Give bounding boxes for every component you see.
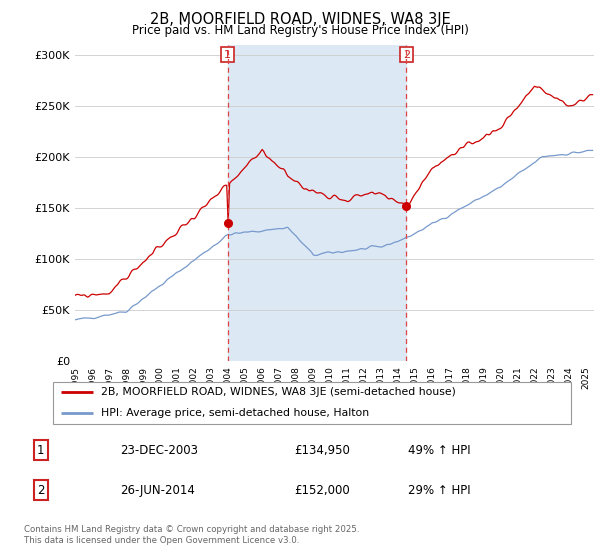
Text: 23-DEC-2003: 23-DEC-2003	[120, 444, 198, 457]
Text: 29% ↑ HPI: 29% ↑ HPI	[407, 484, 470, 497]
Text: 26-JUN-2014: 26-JUN-2014	[120, 484, 195, 497]
Text: 2: 2	[37, 484, 44, 497]
Text: 1: 1	[224, 49, 231, 59]
Text: 1: 1	[37, 444, 44, 457]
Text: £152,000: £152,000	[295, 484, 350, 497]
Text: 2: 2	[403, 49, 410, 59]
Text: 49% ↑ HPI: 49% ↑ HPI	[407, 444, 470, 457]
Text: Contains HM Land Registry data © Crown copyright and database right 2025.
This d: Contains HM Land Registry data © Crown c…	[24, 525, 359, 545]
Text: 2B, MOORFIELD ROAD, WIDNES, WA8 3JE (semi-detached house): 2B, MOORFIELD ROAD, WIDNES, WA8 3JE (sem…	[101, 387, 455, 397]
Text: £134,950: £134,950	[295, 444, 350, 457]
Text: 2B, MOORFIELD ROAD, WIDNES, WA8 3JE: 2B, MOORFIELD ROAD, WIDNES, WA8 3JE	[149, 12, 451, 27]
Bar	[227, 45, 406, 361]
Text: HPI: Average price, semi-detached house, Halton: HPI: Average price, semi-detached house,…	[101, 408, 369, 418]
FancyBboxPatch shape	[53, 381, 571, 424]
Text: Price paid vs. HM Land Registry's House Price Index (HPI): Price paid vs. HM Land Registry's House …	[131, 24, 469, 36]
